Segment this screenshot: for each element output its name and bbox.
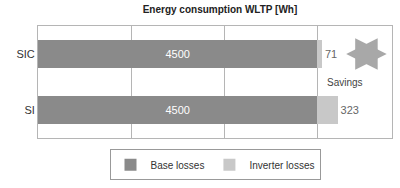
svg-text:4500: 4500 xyxy=(165,104,189,116)
svg-text:SI: SI xyxy=(24,104,34,116)
svg-text:Savings: Savings xyxy=(327,77,363,88)
svg-text:Base losses: Base losses xyxy=(151,160,205,171)
svg-text:Inverter losses: Inverter losses xyxy=(249,160,314,171)
svg-text:SIC: SIC xyxy=(16,48,34,60)
svg-text:323: 323 xyxy=(341,104,359,116)
svg-text:Energy consumption WLTP [Wh]: Energy consumption WLTP [Wh] xyxy=(143,4,298,15)
svg-text:71: 71 xyxy=(325,48,337,60)
svg-text:4500: 4500 xyxy=(165,48,189,60)
